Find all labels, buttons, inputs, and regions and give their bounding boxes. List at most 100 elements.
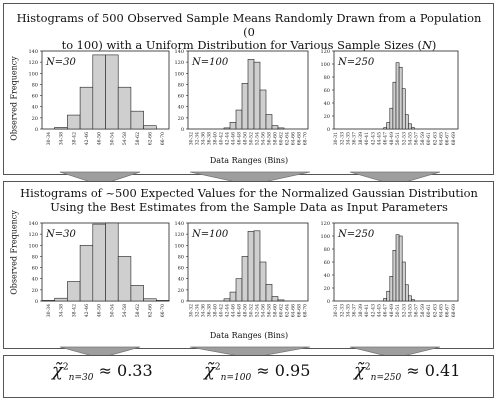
y-tick-label: 100 <box>174 71 184 77</box>
y-tick-label: 140 <box>174 221 184 227</box>
x-tick-label: 54-55 <box>407 304 413 317</box>
down-arrows-top <box>59 171 441 186</box>
y-tick-label: 0 <box>181 127 184 133</box>
sample-size-label: N=250 <box>337 229 375 240</box>
x-tick-label: 62-63 <box>432 132 438 145</box>
x-tick-label: 54-58 <box>122 304 128 317</box>
chi-square-results-panel: χ̃2n=30 ≈ 0.33 χ̃2n=100 ≈ 0.95 χ̃2n=250 … <box>3 355 494 398</box>
y-tick-label: 100 <box>320 62 330 68</box>
x-tick-label: 60-61 <box>426 132 432 145</box>
x-tick-label: 58-60 <box>273 304 279 317</box>
y-tick-label: 40 <box>178 105 184 111</box>
histogram-bar <box>405 284 409 302</box>
x-tick-label: 66-67 <box>445 132 451 145</box>
histogram-bar <box>401 88 406 130</box>
histogram-bar <box>105 54 119 130</box>
x-tick-label: 36-38 <box>207 132 213 145</box>
y-tick-label: 60 <box>324 260 330 266</box>
x-tick-label: 46-50 <box>97 304 103 317</box>
x-tick-label: 38-39 <box>358 132 364 145</box>
chart-expected-n30: 0 20 40 60 80 100 120 140 30-34 34-38 38-42 42-46 46… <box>28 221 170 317</box>
x-tick-label: 42-43 <box>370 304 376 317</box>
y-tick-label: 80 <box>324 247 330 253</box>
chi-square-n30: χ̃2n=30 ≈ 0.33 <box>52 360 153 384</box>
x-tick-label: 68-69 <box>451 304 457 317</box>
y-tick-label: 60 <box>32 94 38 100</box>
histogram-bar <box>130 110 144 130</box>
histogram-bar <box>389 107 394 130</box>
x-tick-label: 46-50 <box>97 132 103 145</box>
expected-histograms-panel: Histograms of ~500 Expected Values for t… <box>3 181 494 349</box>
y-tick-label: 120 <box>28 60 38 66</box>
histogram-bar <box>253 230 261 302</box>
x-tick-label: 54-56 <box>261 132 267 145</box>
x-tick-label: 36-38 <box>207 304 213 317</box>
y-tick-label: 20 <box>324 114 330 120</box>
histogram-bar <box>253 61 261 130</box>
x-tick-label: 52-53 <box>401 304 407 317</box>
x-tick-label: 42-44 <box>225 304 231 317</box>
chart-observed-n250: 0 20 40 60 80 100 120 30-31 32-33 34-35 36-37 38-39… <box>320 49 459 145</box>
x-tick-label: 52-54 <box>255 304 261 317</box>
y-tick-label: 0 <box>35 299 38 305</box>
x-tick-label: 54-58 <box>122 132 128 145</box>
histogram-bar <box>259 89 267 130</box>
histogram-bar <box>389 275 394 302</box>
y-tick-label: 80 <box>178 82 184 88</box>
histogram-bar <box>265 114 273 130</box>
down-arrow-center <box>189 346 311 359</box>
histogram-bar <box>241 83 249 130</box>
y-tick-label: 40 <box>32 105 38 111</box>
chart-expected-n250: 0 20 40 60 80 100 120 30-31 32-33 34-35 36-37 38-39… <box>320 221 459 317</box>
histogram-bar <box>79 244 94 302</box>
histogram-bar <box>398 235 403 302</box>
histogram-bar <box>395 234 400 302</box>
y-tick-label: 40 <box>32 277 38 283</box>
x-tick-label: 62-64 <box>285 304 291 317</box>
x-tick-label: 62-66 <box>147 304 153 317</box>
x-tick-label: 68-70 <box>303 132 309 145</box>
x-tick-label: 34-38 <box>59 304 65 317</box>
histogram-bar <box>411 127 415 130</box>
chart-observed-n100: 0 20 40 60 80 100 120 140 30-32 32-34 34-36 36-38 38… <box>174 49 308 145</box>
histogram-bar <box>143 298 157 302</box>
histogram-bar <box>392 81 397 130</box>
histogram-bar <box>67 281 81 302</box>
x-tick-label: 34-35 <box>345 132 351 145</box>
expected-panel-title: Histograms of ~500 Expected Values for t… <box>20 186 478 214</box>
x-tick-label: 42-46 <box>84 132 90 145</box>
x-tick-label: 54-55 <box>407 132 413 145</box>
y-tick-label: 80 <box>178 254 184 260</box>
histogram-bar <box>411 299 415 302</box>
histogram-bar <box>405 114 409 130</box>
sample-size-label: N=100 <box>191 57 229 68</box>
x-tick-label: 56-58 <box>267 304 273 317</box>
histogram-bar <box>235 109 243 130</box>
histogram-bar <box>156 300 170 302</box>
histogram-bar <box>229 122 237 130</box>
observed-y-axis-label: Observed Frequency <box>9 56 19 141</box>
x-tick-label: 44-46 <box>231 132 237 145</box>
x-tick-label: 36-37 <box>352 304 358 317</box>
y-tick-label: 140 <box>28 221 38 227</box>
x-tick-label: 40-41 <box>364 304 370 317</box>
x-tick-label: 58-59 <box>420 304 426 317</box>
x-tick-label: 66-68 <box>297 304 303 317</box>
y-tick-label: 40 <box>324 101 330 107</box>
x-tick-label: 34-36 <box>201 304 207 317</box>
chart-expected-n100: 0 20 40 60 80 100 120 140 30-32 32-34 34-36 36-38 38… <box>174 221 308 317</box>
x-tick-label: 34-35 <box>345 304 351 317</box>
x-tick-label: 50-51 <box>395 132 401 145</box>
x-tick-label: 48-50 <box>243 132 249 145</box>
x-tick-label: 68-69 <box>451 132 457 145</box>
y-tick-label: 0 <box>327 127 330 133</box>
x-tick-label: 56-57 <box>414 304 420 317</box>
x-tick-label: 46-48 <box>237 304 243 317</box>
x-tick-label: 42-44 <box>225 132 231 145</box>
y-tick-label: 20 <box>32 116 38 122</box>
y-tick-label: 0 <box>35 127 38 133</box>
x-tick-label: 48-50 <box>243 304 249 317</box>
x-tick-label: 62-64 <box>285 132 291 145</box>
y-tick-label: 0 <box>327 299 330 305</box>
x-tick-label: 40-41 <box>364 132 370 145</box>
